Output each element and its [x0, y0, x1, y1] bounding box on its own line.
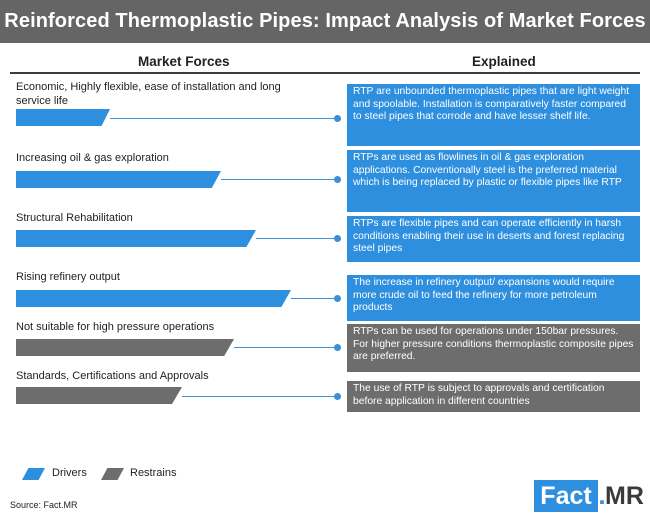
- explanation-economic: RTP are unbounded thermoplastic pipes th…: [347, 84, 640, 146]
- header-divider: [10, 72, 640, 74]
- connector-dot: [334, 393, 341, 400]
- force-label-standards: Standards, Certifications and Approvals: [16, 370, 209, 382]
- logo-mr: MR: [605, 482, 644, 510]
- explanation-oil-gas: RTPs are used as flowlines in oil & gas …: [347, 150, 640, 212]
- connector-dot: [334, 344, 341, 351]
- logo-fact: Fact: [534, 480, 598, 512]
- connector-line: [182, 396, 338, 397]
- driver-bar: [16, 230, 256, 247]
- connector-dot: [334, 176, 341, 183]
- force-label-structural-rehab: Structural Rehabilitation: [16, 212, 133, 224]
- connector-dot: [334, 115, 341, 122]
- restrain-bar: [16, 387, 182, 404]
- page-title: Reinforced Thermoplastic Pipes: Impact A…: [0, 0, 650, 43]
- connector-line: [291, 298, 338, 299]
- source-note: Source: Fact.MR: [10, 500, 78, 510]
- explained-header: Explained: [472, 54, 536, 69]
- force-label-economic: Economic, Highly flexible, ease of insta…: [16, 81, 281, 107]
- driver-bar: [16, 290, 291, 307]
- legend-drivers-label: Drivers: [52, 467, 87, 479]
- connector-dot: [334, 235, 341, 242]
- connector-line: [256, 238, 338, 239]
- force-label-refinery: Rising refinery output: [16, 271, 120, 283]
- explanation-structural-rehab: RTPs are flexible pipes and can operate …: [347, 216, 640, 262]
- driver-bar: [16, 171, 221, 188]
- legend-restrains-swatch: [101, 468, 124, 480]
- driver-bar: [16, 109, 110, 126]
- explanation-refinery: The increase in refinery output/ expansi…: [347, 275, 640, 321]
- factmr-logo: Fact . MR: [534, 480, 644, 512]
- connector-dot: [334, 295, 341, 302]
- connector-line: [110, 118, 338, 119]
- force-label-high-pressure: Not suitable for high pressure operation…: [16, 321, 215, 333]
- restrain-bar: [16, 339, 234, 356]
- connector-line: [221, 179, 338, 180]
- connector-line: [234, 347, 338, 348]
- legend-restrains-label: Restrains: [130, 467, 177, 479]
- legend-drivers-swatch: [22, 468, 45, 480]
- logo-dot: .: [598, 482, 606, 510]
- explanation-high-pressure: RTPs can be used for operations under 15…: [347, 324, 640, 372]
- force-label-oil-gas: Increasing oil & gas exploration: [16, 152, 169, 164]
- market-forces-header: Market Forces: [138, 54, 230, 69]
- explanation-standards: The use of RTP is subject to approvals a…: [347, 381, 640, 412]
